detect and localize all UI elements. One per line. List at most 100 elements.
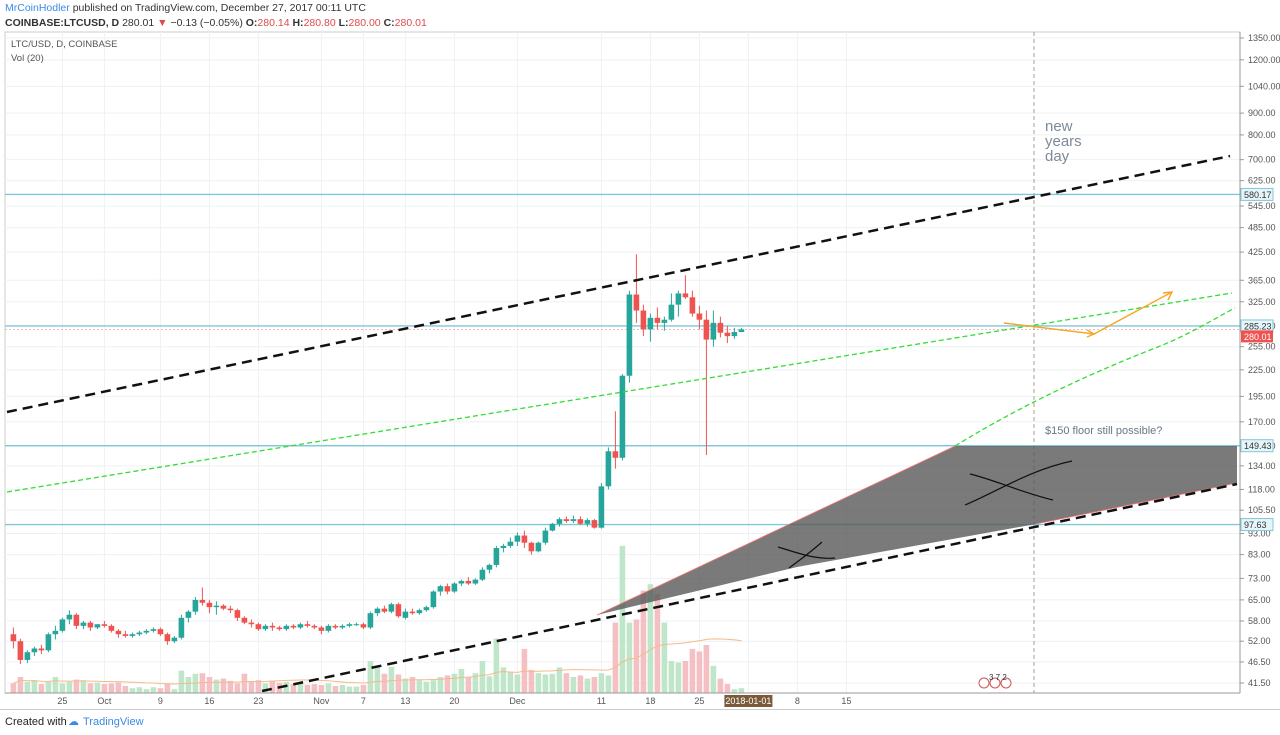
candle-body [444, 586, 451, 592]
volume-bar [675, 662, 682, 693]
candle-body [486, 564, 493, 570]
candle-body [647, 317, 654, 330]
volume-bar [542, 674, 549, 693]
volume-bar [472, 673, 479, 693]
time-tick-label: 8 [795, 696, 800, 706]
volume-bar [647, 584, 654, 693]
candle-body [409, 611, 416, 614]
time-tick-label: 13 [400, 696, 410, 706]
volume-bar [73, 679, 80, 693]
candle-body [458, 580, 465, 584]
volume-bar [38, 684, 45, 693]
volume-bar [493, 638, 500, 693]
volume-bar [465, 677, 472, 693]
volume-bar [339, 685, 346, 693]
candle-body [668, 304, 675, 320]
candle-body [570, 519, 577, 522]
price-level-tag [1240, 439, 1274, 453]
time-tick-label: Dec [509, 696, 526, 706]
candle-body [381, 608, 388, 612]
volume-bar [682, 661, 689, 693]
event-dot [978, 677, 990, 689]
candle-body [556, 519, 563, 524]
price-tick-label: 900.00 [1248, 108, 1276, 118]
volume-bar [598, 673, 605, 693]
price-tick-label: 105.50 [1248, 505, 1276, 515]
candle-body [45, 634, 52, 651]
volume-bar [689, 648, 696, 693]
candle-body [122, 634, 129, 636]
volume-bar [591, 677, 598, 693]
volume-bar [24, 681, 31, 693]
author-link[interactable]: MrCoinHodler [5, 2, 70, 14]
tradingview-link[interactable]: ☁ TradingView [64, 715, 144, 728]
price-tick-label: 52.00 [1248, 636, 1271, 646]
candle-body [136, 632, 143, 635]
volume-ma-line [13, 638, 742, 685]
symbol-label: COINBASE:LTCUSD, D [5, 17, 120, 29]
volume-bar [500, 667, 507, 693]
volume-bar [220, 678, 227, 693]
annotation-floor-note: $150 floor still possible? [1045, 425, 1162, 437]
candle-body [388, 604, 395, 612]
volume-bar [437, 677, 444, 693]
volume-bar [661, 622, 668, 693]
candle-body [619, 375, 626, 458]
high-value: 280.80 [303, 17, 336, 29]
volume-bar [136, 687, 143, 693]
time-tick-label: 25 [57, 696, 67, 706]
price-tick-label: 58.00 [1248, 616, 1271, 626]
open-label: O: [245, 17, 258, 29]
volume-bar [640, 590, 647, 693]
volume-bar [374, 667, 381, 693]
volume-bar [388, 666, 395, 693]
candle-body [66, 614, 73, 620]
time-tick-label: 9 [158, 696, 163, 706]
tradingview-cloud-icon: ☁ [68, 716, 79, 728]
volume-bar [535, 673, 542, 693]
price-tick-label: 118.00 [1248, 484, 1275, 494]
candle-body [129, 634, 136, 636]
annotation-new-years-day: years [1045, 133, 1082, 150]
price-tick-label: 1350.00 [1248, 33, 1280, 43]
candle-body [10, 634, 17, 642]
candle-body [227, 608, 234, 611]
volume-bar [654, 593, 661, 693]
candle-body [584, 520, 591, 524]
volume-bar [318, 685, 325, 693]
candle-body [311, 625, 318, 628]
volume-bar [430, 680, 437, 693]
price-level-tag [1240, 518, 1274, 532]
volume-bar [360, 685, 367, 693]
candle-body [206, 602, 213, 608]
price-tick-label: 65.00 [1248, 595, 1271, 605]
last-price: 280.01 [122, 17, 155, 29]
candle-body [374, 608, 381, 614]
candle-body [234, 610, 241, 618]
volume-bar [717, 678, 724, 693]
candle-body [31, 648, 38, 653]
volume-bar [458, 669, 465, 693]
candle-body [507, 541, 514, 546]
candle-body [318, 627, 325, 631]
low-value: 280.00 [348, 17, 381, 29]
candle-body [710, 322, 717, 340]
candle-body [402, 611, 409, 618]
price-tick-label: 93.00 [1248, 529, 1271, 539]
candle-body [255, 624, 262, 630]
volume-bar [80, 680, 87, 693]
candle-body [395, 604, 402, 617]
candle-body [262, 625, 269, 630]
price-tick-label: 365.00 [1248, 275, 1276, 285]
time-tick-label: 20 [449, 696, 459, 706]
candle-body [689, 297, 696, 314]
volume-bar [346, 686, 353, 693]
volume-bar [451, 673, 458, 693]
candle-body [150, 629, 157, 631]
candle-body [178, 617, 185, 638]
volume-bar [395, 674, 402, 693]
candle-body [493, 548, 500, 565]
volume-bar [563, 673, 570, 693]
candle-body [38, 648, 45, 651]
